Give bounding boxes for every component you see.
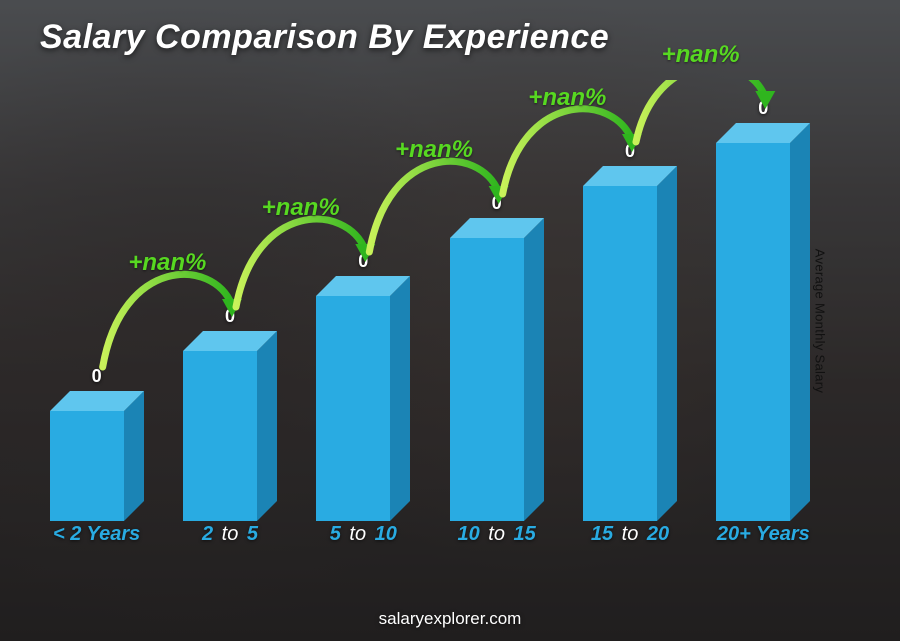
bar-3: 0 bbox=[450, 218, 544, 521]
cat-from: 5 bbox=[330, 523, 341, 545]
bar-wrap-4: 0 bbox=[563, 166, 696, 521]
bar-1: 0 bbox=[183, 331, 277, 521]
category-label-4: 15 to 20 bbox=[563, 523, 696, 561]
category-label-1: 2 to 5 bbox=[163, 523, 296, 561]
bar-front bbox=[450, 238, 524, 521]
category-label-0: < 2 Years bbox=[30, 523, 163, 561]
bar-wrap-0: 0 bbox=[30, 391, 163, 521]
cat-sep: to bbox=[344, 523, 372, 545]
bar-wrap-3: 0 bbox=[430, 218, 563, 521]
category-label-5: 20+ Years bbox=[697, 523, 830, 561]
cat-from: 2 bbox=[202, 523, 213, 545]
cat-to: 20 bbox=[647, 523, 669, 545]
bar-side bbox=[257, 331, 277, 521]
footer-attribution: salaryexplorer.com bbox=[0, 609, 900, 629]
bar-side bbox=[790, 123, 810, 521]
cat-to: 10 bbox=[375, 523, 397, 545]
cat-text: 20+ Years bbox=[717, 523, 810, 545]
cat-to: 5 bbox=[247, 523, 258, 545]
chart-area: 000000 +nan%+nan%+nan%+nan%+nan% < 2 Yea… bbox=[30, 80, 830, 561]
bar-wrap-5: 0 bbox=[697, 123, 830, 521]
bar-wrap-2: 0 bbox=[297, 276, 430, 521]
bar-4: 0 bbox=[583, 166, 677, 521]
bar-0: 0 bbox=[50, 391, 144, 521]
bar-side bbox=[390, 276, 410, 521]
bar-side bbox=[524, 218, 544, 521]
cat-from: 15 bbox=[591, 523, 613, 545]
bar-value-label: 0 bbox=[225, 306, 235, 327]
chart-title: Salary Comparison By Experience bbox=[40, 18, 609, 57]
bar-value-label: 0 bbox=[92, 366, 102, 387]
category-label-3: 10 to 15 bbox=[430, 523, 563, 561]
cat-from: 10 bbox=[458, 523, 480, 545]
cat-sep: to bbox=[616, 523, 644, 545]
categories-row: < 2 Years2 to 55 to 1010 to 1515 to 2020… bbox=[30, 523, 830, 561]
bar-2: 0 bbox=[316, 276, 410, 521]
bar-front bbox=[316, 296, 390, 521]
cat-to: 15 bbox=[514, 523, 536, 545]
bar-front bbox=[583, 186, 657, 521]
bar-5: 0 bbox=[716, 123, 810, 521]
cat-text: < 2 Years bbox=[53, 523, 140, 545]
bar-value-label: 0 bbox=[492, 193, 502, 214]
bar-wrap-1: 0 bbox=[163, 331, 296, 521]
bar-value-label: 0 bbox=[358, 251, 368, 272]
bar-front bbox=[716, 143, 790, 521]
bar-value-label: 0 bbox=[758, 98, 768, 119]
bars-container: 000000 bbox=[30, 80, 830, 521]
category-label-2: 5 to 10 bbox=[297, 523, 430, 561]
chart-canvas: Salary Comparison By Experience Average … bbox=[0, 0, 900, 641]
bar-front bbox=[183, 351, 257, 521]
cat-sep: to bbox=[483, 523, 511, 545]
cat-sep: to bbox=[216, 523, 244, 545]
bar-side bbox=[124, 391, 144, 521]
bar-front bbox=[50, 411, 124, 521]
bar-value-label: 0 bbox=[625, 141, 635, 162]
bar-side bbox=[657, 166, 677, 521]
